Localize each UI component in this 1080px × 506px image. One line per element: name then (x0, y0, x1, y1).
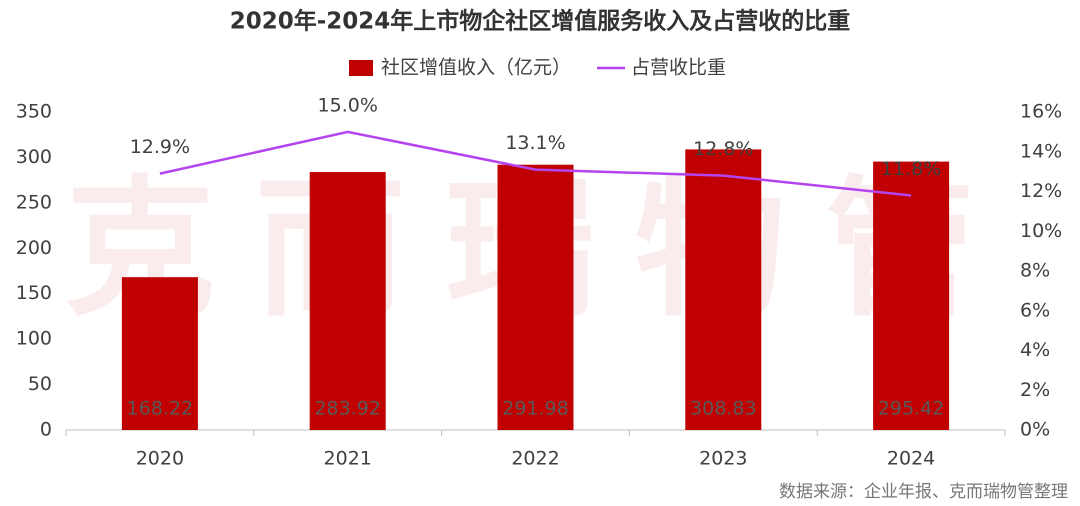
y-tick-label: 300 (16, 146, 52, 168)
y-tick-label: 250 (16, 191, 52, 213)
y2-tick-label: 0% (1020, 419, 1050, 441)
bar (309, 172, 386, 431)
y-tick-label: 100 (16, 328, 52, 350)
line-value-label: 12.9% (130, 136, 190, 158)
bar-value-label: 295.42 (878, 398, 944, 420)
x-tick-label: 2021 (324, 448, 372, 470)
y2-tick-label: 2% (1020, 379, 1050, 401)
y-tick-label: 0 (40, 419, 52, 441)
x-tick-label: 2020 (136, 448, 184, 470)
chart-title: 2020年-2024年上市物企社区增值服务收入及占营收的比重 (230, 8, 851, 35)
x-tick-label: 2023 (699, 448, 747, 470)
legend-label: 社区增值收入（亿元） (381, 57, 571, 79)
line-value-label: 13.1% (505, 132, 565, 154)
bar (497, 164, 574, 430)
y-tick-label: 200 (16, 237, 52, 259)
x-tick-label: 2024 (887, 448, 935, 470)
x-tick-label: 2022 (511, 448, 559, 470)
y2-tick-label: 16% (1020, 101, 1062, 123)
y2-tick-label: 4% (1020, 339, 1050, 361)
bar-value-label: 308.83 (690, 398, 756, 420)
bar (121, 277, 198, 430)
y2-tick-label: 10% (1020, 220, 1062, 242)
bar-value-label: 283.92 (314, 398, 380, 420)
line-value-label: 12.8% (693, 138, 753, 160)
bar (873, 161, 950, 430)
y-tick-label: 150 (16, 282, 52, 304)
y2-tick-label: 8% (1020, 260, 1050, 282)
bar-value-label: 291.98 (502, 398, 568, 420)
line (159, 130, 912, 197)
y2-tick-label: 12% (1020, 180, 1062, 202)
bar-value-label: 168.22 (127, 398, 193, 420)
legend-swatch (349, 60, 373, 76)
line-value-label: 11.8% (881, 158, 941, 180)
legend-label: 占营收比重 (631, 57, 726, 79)
y2-tick-label: 6% (1020, 299, 1050, 321)
y2-tick-label: 14% (1020, 140, 1062, 162)
line-value-label: 15.0% (318, 94, 378, 116)
y-tick-label: 50 (28, 373, 52, 395)
bar (685, 149, 762, 430)
source-note: 数据来源：企业年报、克而瑞物管整理 (779, 482, 1068, 502)
y-tick-label: 350 (16, 101, 52, 123)
